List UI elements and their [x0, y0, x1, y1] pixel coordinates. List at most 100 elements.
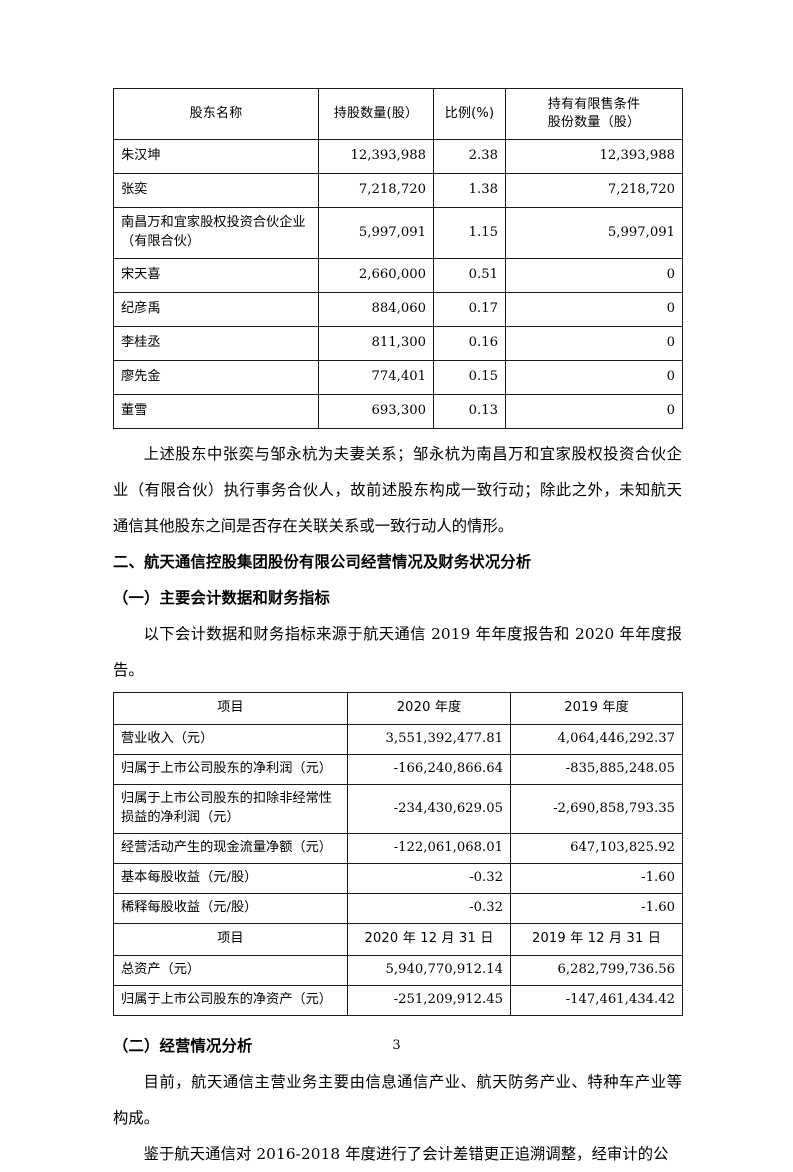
value-2019: -1.60 — [510, 863, 683, 894]
shares-held: 7,218,720 — [318, 173, 434, 208]
column-header-restricted-shares: 持有有限售条件 股份数量（股） — [505, 88, 683, 140]
paragraph-business-composition: 目前，航天通信主营业务主要由信息通信产业、航天防务产业、特种车产业等构成。 — [113, 1073, 682, 1127]
shares-held: 5,997,091 — [318, 207, 434, 259]
value-2020: -0.32 — [347, 863, 511, 894]
table-row: 基本每股收益（元/股） -0.32 -1.60 — [113, 863, 683, 894]
paragraph-data-source: 以下会计数据和财务指标来源于航天通信 2019 年年度报告和 2020 年年度报… — [113, 625, 682, 679]
shares-held: 2,660,000 — [318, 258, 434, 293]
ratio: 0.15 — [433, 360, 506, 395]
column-header-date-2020: 2020 年 12 月 31 日 — [347, 923, 511, 956]
table-header-row-period: 项目 2020 年度 2019 年度 — [113, 692, 683, 725]
restricted-shares: 12,393,988 — [505, 139, 683, 174]
shares-held: 12,393,988 — [318, 139, 434, 174]
value-2020: -122,061,068.01 — [347, 833, 511, 864]
table-row: 稀释每股收益（元/股） -0.32 -1.60 — [113, 893, 683, 924]
financial-table: 项目 2020 年度 2019 年度 营业收入（元） 3,551,392,477… — [113, 692, 683, 1016]
document-page: 股东名称 持股数量(股） 比例(%) 持有有限售条件 股份数量（股） 朱汉坤 1… — [113, 88, 683, 1163]
financial-item: 归属于上市公司股东的扣除非经常性损益的净利润（元） — [113, 784, 348, 834]
table-header-row-date: 项目 2020 年 12 月 31 日 2019 年 12 月 31 日 — [113, 923, 683, 956]
page-number: 3 — [392, 1038, 401, 1053]
table-row: 归属于上市公司股东的净资产（元） -251,209,912.45 -147,46… — [113, 985, 683, 1016]
table-row: 董雪 693,300 0.13 0 — [113, 394, 683, 429]
table-row: 宋天喜 2,660,000 0.51 0 — [113, 258, 683, 293]
value-2020: -0.32 — [347, 893, 511, 924]
ratio: 2.38 — [433, 139, 506, 174]
column-header-date-2019: 2019 年 12 月 31 日 — [510, 923, 683, 956]
financial-item: 归属于上市公司股东的净资产（元） — [113, 985, 348, 1016]
shareholder-name: 朱汉坤 — [113, 139, 319, 174]
table-row: 张奕 7,218,720 1.38 7,218,720 — [113, 173, 683, 208]
table-row: 李桂丞 811,300 0.16 0 — [113, 326, 683, 361]
restricted-shares: 0 — [505, 258, 683, 293]
table-header-row: 股东名称 持股数量(股） 比例(%) 持有有限售条件 股份数量（股） — [113, 88, 683, 140]
table-row: 朱汉坤 12,393,988 2.38 12,393,988 — [113, 139, 683, 174]
ratio: 1.15 — [433, 207, 506, 259]
shareholder-name: 李桂丞 — [113, 326, 319, 361]
shareholder-name: 张奕 — [113, 173, 319, 208]
shares-held: 774,401 — [318, 360, 434, 395]
ratio: 0.13 — [433, 394, 506, 429]
financial-item: 营业收入（元） — [113, 724, 348, 755]
table-row: 纪彦禹 884,060 0.17 0 — [113, 292, 683, 327]
financial-item: 稀释每股收益（元/股） — [113, 893, 348, 924]
restricted-shares: 0 — [505, 394, 683, 429]
paragraph-accounting-restatement: 鉴于航天通信对 2016-2018 年度进行了会计差错更正追溯调整，经审计的公 — [143, 1145, 669, 1163]
column-header-shareholder-name: 股东名称 — [113, 88, 319, 140]
paragraph-shareholder-relations: 上述股东中张奕与邹永杭为夫妻关系；邹永杭为南昌万和宜家股权投资合伙企业（有限合伙… — [113, 445, 682, 535]
financial-item: 经营活动产生的现金流量净额（元） — [113, 833, 348, 864]
restricted-shares: 7,218,720 — [505, 173, 683, 208]
ratio: 0.17 — [433, 292, 506, 327]
value-2020: -166,240,866.64 — [347, 754, 511, 785]
value-2019: -147,461,434.42 — [510, 985, 683, 1016]
shares-held: 884,060 — [318, 292, 434, 327]
ratio: 1.38 — [433, 173, 506, 208]
value-2020: 5,940,770,912.14 — [347, 955, 511, 986]
restricted-header-line-2: 股份数量（股） — [547, 115, 641, 130]
shareholder-table: 股东名称 持股数量(股） 比例(%) 持有有限售条件 股份数量（股） 朱汉坤 1… — [113, 88, 683, 429]
shareholder-name: 宋天喜 — [113, 258, 319, 293]
table-row: 营业收入（元） 3,551,392,477.81 4,064,446,292.3… — [113, 724, 683, 755]
financial-item: 总资产（元） — [113, 955, 348, 986]
shareholder-name: 廖先金 — [113, 360, 319, 395]
spacer — [113, 1016, 682, 1028]
value-2020: -234,430,629.05 — [347, 784, 511, 834]
restricted-shares: 0 — [505, 360, 683, 395]
spacer — [113, 429, 682, 436]
value-2020: -251,209,912.45 — [347, 985, 511, 1016]
table-row: 归属于上市公司股东的净利润（元） -166,240,866.64 -835,88… — [113, 754, 683, 785]
restricted-shares: 0 — [505, 292, 683, 327]
shares-held: 693,300 — [318, 394, 434, 429]
column-header-shares-held: 持股数量(股） — [318, 88, 434, 140]
table-row: 经营活动产生的现金流量净额（元） -122,061,068.01 647,103… — [113, 833, 683, 864]
ratio: 0.51 — [433, 258, 506, 293]
shareholder-name: 南昌万和宜家股权投资合伙企业（有限合伙） — [113, 207, 319, 259]
column-header-fy2020: 2020 年度 — [347, 692, 511, 725]
shares-held: 811,300 — [318, 326, 434, 361]
table-row: 总资产（元） 5,940,770,912.14 6,282,799,736.56 — [113, 955, 683, 986]
subsection-heading-one: （一）主要会计数据和财务指标 — [113, 589, 330, 607]
column-header-fy2019: 2019 年度 — [510, 692, 683, 725]
table-row: 南昌万和宜家股权投资合伙企业（有限合伙） 5,997,091 1.15 5,99… — [113, 207, 683, 259]
value-2019: -835,885,248.05 — [510, 754, 683, 785]
value-2019: -2,690,858,793.35 — [510, 784, 683, 834]
financial-item: 归属于上市公司股东的净利润（元） — [113, 754, 348, 785]
restricted-header-line-1: 持有有限售条件 — [547, 96, 641, 112]
restricted-shares: 0 — [505, 326, 683, 361]
section-heading-two: 二、航天通信控股集团股份有限公司经营情况及财务状况分析 — [113, 553, 532, 571]
column-header-item: 项目 — [113, 692, 348, 725]
table-row: 归属于上市公司股东的扣除非经常性损益的净利润（元） -234,430,629.0… — [113, 784, 683, 834]
ratio: 0.16 — [433, 326, 506, 361]
value-2019: -1.60 — [510, 893, 683, 924]
value-2019: 6,282,799,736.56 — [510, 955, 683, 986]
value-2019: 647,103,825.92 — [510, 833, 683, 864]
column-header-ratio: 比例(%) — [433, 88, 506, 140]
subsection-heading-two: （二）经营情况分析 — [113, 1037, 253, 1055]
shareholder-name: 纪彦禹 — [113, 292, 319, 327]
value-2020: 3,551,392,477.81 — [347, 724, 511, 755]
restricted-shares: 5,997,091 — [505, 207, 683, 259]
shareholder-name: 董雪 — [113, 394, 319, 429]
column-header-item: 项目 — [113, 923, 348, 956]
financial-item: 基本每股收益（元/股） — [113, 863, 348, 894]
value-2019: 4,064,446,292.37 — [510, 724, 683, 755]
table-row: 廖先金 774,401 0.15 0 — [113, 360, 683, 395]
